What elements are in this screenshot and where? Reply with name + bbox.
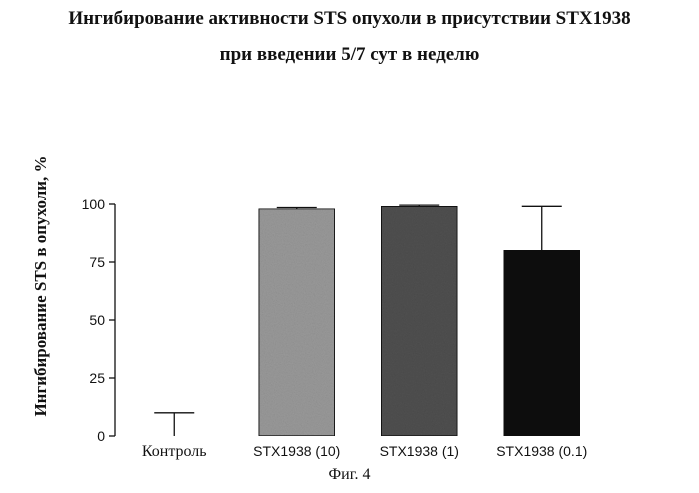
axes — [109, 203, 116, 437]
bars — [154, 204, 581, 437]
labels: 0 25 50 75 100 Контроль STX1938 (10) STX1938 (1… — [82, 196, 588, 460]
y-axis-label: Ингибирование STS в опухоли, % — [31, 155, 50, 416]
bar — [380, 205, 458, 437]
x-tick-label: STX1938 (1) — [380, 443, 459, 459]
y-tick-label: 0 — [97, 428, 105, 444]
chart-title: Ингибирование активности STS опухоли в п… — [68, 8, 631, 29]
x-tick-label: STX1938 (10) — [253, 443, 340, 459]
x-tick-label: Контроль — [142, 443, 207, 460]
figure-caption: Фиг. 4 — [328, 466, 371, 483]
y-tick-label: 100 — [82, 196, 106, 212]
y-tick-label: 50 — [89, 312, 105, 328]
y-tick-label: 75 — [89, 254, 105, 270]
x-tick-label: STX1938 (0.1) — [496, 443, 587, 459]
chart-subtitle: при введении 5/7 сут в неделю — [219, 44, 480, 65]
y-tick-label: 25 — [89, 370, 105, 386]
bar — [503, 249, 581, 437]
bar — [258, 207, 336, 437]
